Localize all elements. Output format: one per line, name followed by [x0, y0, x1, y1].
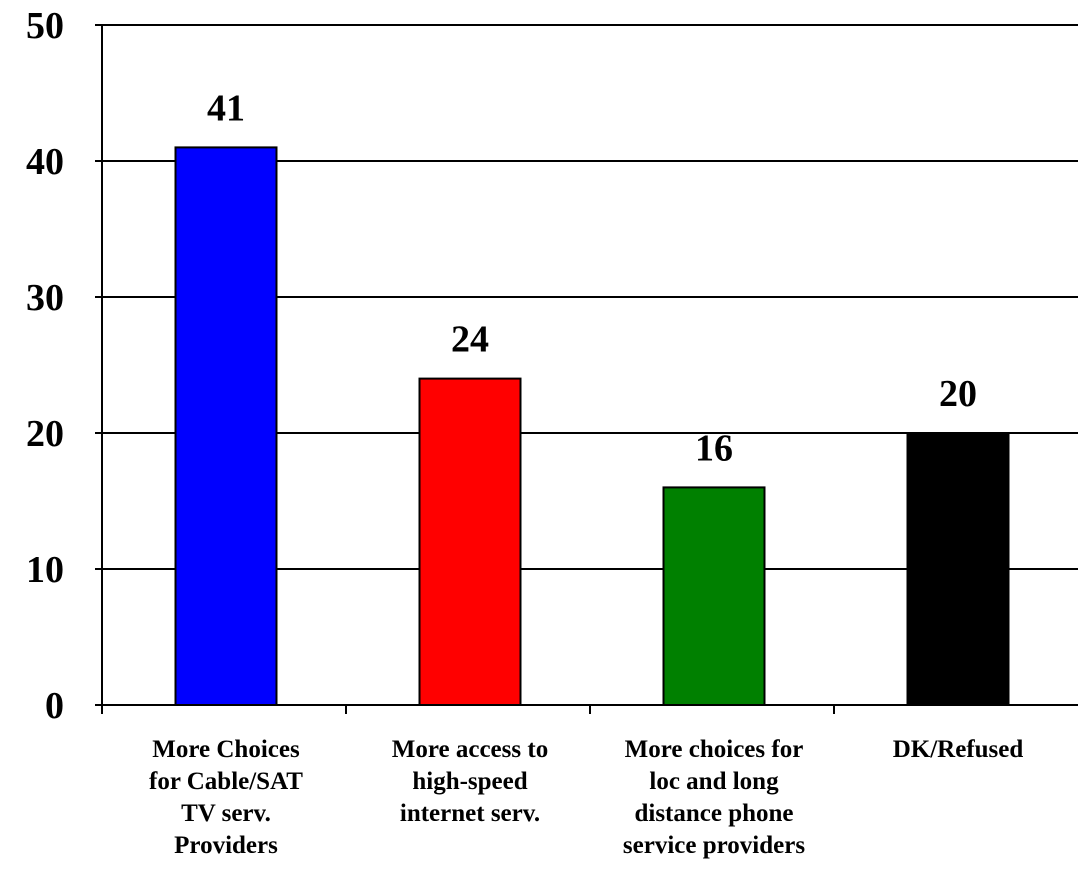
- category-label-line: loc and long: [649, 768, 779, 795]
- axes: [95, 24, 1078, 714]
- category-label-line: service providers: [623, 832, 805, 859]
- bar: [906, 432, 1010, 706]
- bar: [662, 486, 766, 706]
- category-label-line: distance phone: [634, 800, 793, 827]
- y-tick-label: 30: [26, 277, 64, 319]
- bar-value-label: 24: [451, 319, 489, 361]
- category-label-line: More access to: [392, 736, 548, 763]
- category-label-line: TV serv.: [181, 800, 271, 827]
- category-label-line: DK/Refused: [893, 736, 1024, 763]
- y-tick-label: 50: [26, 5, 64, 47]
- category-label-line: Providers: [174, 832, 278, 859]
- category-label: More choices for loc and long distance pho…: [623, 736, 805, 859]
- category-label: More Choices for Cable/SAT TV serv. Provide…: [149, 736, 303, 859]
- category-label: More access to high-speed internet serv.: [392, 736, 548, 827]
- y-tick-label: 20: [26, 413, 64, 455]
- bar-value-label: 41: [207, 87, 245, 129]
- category-label-line: high-speed: [412, 768, 527, 795]
- y-axis-tick-labels: 0 10 20 30 40 50: [26, 5, 64, 727]
- category-label-line: for Cable/SAT: [149, 768, 303, 795]
- category-label: DK/Refused: [893, 736, 1024, 763]
- y-tick-label: 0: [45, 685, 64, 727]
- value-labels: 41 24 16 20: [207, 87, 977, 469]
- x-axis-category-labels: More Choices for Cable/SAT TV serv. Provide…: [149, 736, 1023, 859]
- bar-value-label: 16: [695, 427, 733, 469]
- category-label-line: More Choices: [152, 736, 300, 763]
- category-label-line: internet serv.: [400, 800, 540, 827]
- bar: [418, 377, 522, 706]
- bars: [174, 146, 1010, 706]
- bar: [174, 146, 278, 706]
- y-tick-label: 40: [26, 141, 64, 183]
- y-tick-label: 10: [26, 549, 64, 591]
- category-label-line: More choices for: [625, 736, 804, 763]
- bar-value-label: 20: [939, 373, 977, 415]
